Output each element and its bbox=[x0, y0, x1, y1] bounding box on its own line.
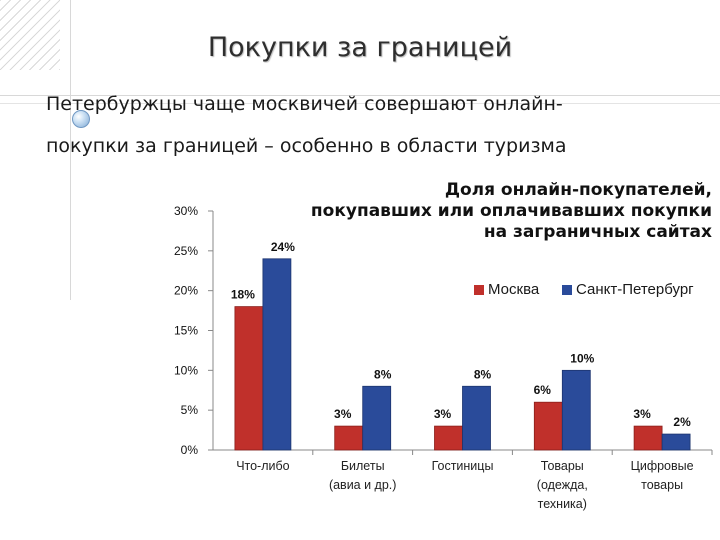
decorative-vertical-line bbox=[70, 0, 71, 300]
data-label-moscow: 3% bbox=[434, 407, 452, 421]
x-category-label: товары bbox=[641, 478, 683, 492]
decorative-horizontal-line-2 bbox=[0, 103, 720, 104]
bar-spb bbox=[661, 433, 691, 451]
chart-title-line-3: на заграничных сайтах bbox=[483, 222, 712, 242]
x-category-label: Гостиницы bbox=[432, 459, 494, 473]
data-label-moscow: 3% bbox=[334, 407, 352, 421]
subtitle-line-2: покупки за границей – особенно в области… bbox=[46, 135, 567, 157]
x-category-label: Цифровые bbox=[631, 459, 694, 473]
chart-title: Доля онлайн-покупателей, покупавших или … bbox=[300, 180, 712, 243]
bar-spb bbox=[561, 369, 591, 451]
chart-title-line-1: Доля онлайн-покупателей, bbox=[444, 180, 712, 200]
subtitle-line-1: Петербуржцы чаще москвичей совершают онл… bbox=[46, 93, 563, 115]
chart-legend: Москва Санкт-Петербург bbox=[470, 281, 710, 299]
legend-swatch-moscow bbox=[474, 285, 484, 295]
legend-swatch-spb bbox=[562, 285, 572, 295]
y-tick-label: 5% bbox=[181, 403, 199, 417]
bar-moscow bbox=[334, 425, 364, 451]
data-label-spb: 2% bbox=[673, 415, 691, 429]
x-category-label: (одежда, bbox=[537, 478, 588, 492]
data-label-spb: 8% bbox=[374, 367, 392, 381]
data-label-spb: 8% bbox=[474, 367, 492, 381]
x-category-label: (авиа и др.) bbox=[329, 478, 397, 492]
bar-moscow bbox=[633, 425, 663, 451]
decorative-hatch bbox=[0, 0, 60, 70]
decorative-horizontal-line bbox=[0, 95, 720, 96]
data-label-moscow: 18% bbox=[231, 288, 255, 302]
x-category-label: Что-либо bbox=[236, 459, 289, 473]
bar-moscow bbox=[434, 425, 463, 451]
chart-title-line-2: покупавших или оплачивавших покупки bbox=[310, 201, 712, 221]
y-tick-label: 25% bbox=[174, 244, 198, 258]
data-label-moscow: 6% bbox=[534, 383, 552, 397]
x-category-label: техника) bbox=[538, 497, 587, 511]
y-tick-label: 0% bbox=[181, 443, 199, 457]
bar-spb bbox=[462, 385, 491, 451]
decorative-bubble-icon bbox=[72, 110, 90, 128]
y-tick-label: 20% bbox=[174, 284, 198, 298]
y-tick-label: 10% bbox=[174, 363, 198, 377]
y-tick-label: 15% bbox=[174, 324, 198, 338]
legend-label-spb: Санкт-Петербург bbox=[576, 281, 694, 298]
x-category-label: Билеты bbox=[341, 459, 385, 473]
x-category-label: Товары bbox=[541, 459, 584, 473]
data-label-moscow: 3% bbox=[633, 407, 651, 421]
bar-spb bbox=[362, 385, 392, 451]
bar-spb bbox=[262, 258, 292, 451]
y-tick-label: 30% bbox=[174, 204, 198, 218]
data-label-spb: 24% bbox=[271, 240, 295, 254]
legend-label-moscow: Москва bbox=[488, 281, 540, 298]
data-label-spb: 10% bbox=[570, 351, 594, 365]
bar-moscow bbox=[533, 401, 563, 451]
slide-title: Покупки за границей bbox=[207, 32, 513, 63]
bar-moscow bbox=[234, 306, 264, 451]
